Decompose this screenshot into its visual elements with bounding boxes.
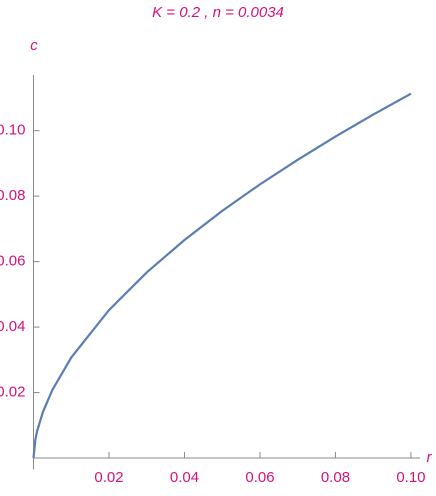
data-line [32,92,412,459]
y-tick-label: 0.02 [0,384,26,401]
y-tick-label: 0.10 [0,122,26,139]
y-axis-label: c [30,37,38,54]
chart-title: K = 0.2 , n = 0.0034 [152,4,284,21]
x-tick-label: 0.04 [170,469,199,486]
y-tick-label: 0.04 [0,318,26,335]
x-axis-label: r [427,449,433,466]
y-tick-label: 0.06 [0,253,26,270]
x-tick-label: 0.02 [94,469,123,486]
x-tick-label: 0.08 [321,469,350,486]
x-tick-label: 0.06 [245,469,274,486]
y-tick-label: 0.08 [0,187,26,204]
x-tick-label: 0.10 [396,469,425,486]
